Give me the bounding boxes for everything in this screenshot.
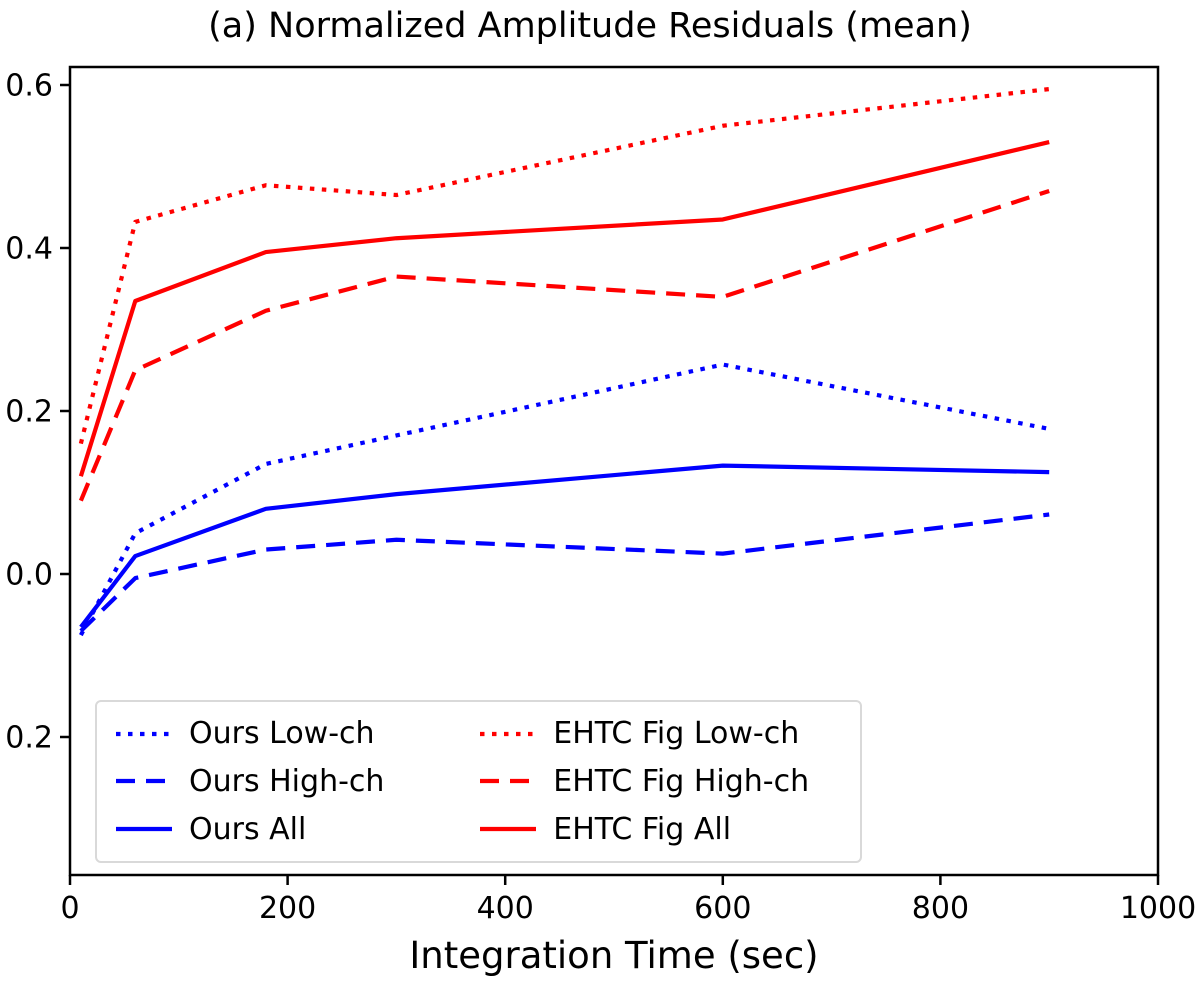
legend-label: EHTC Fig Low-ch bbox=[553, 716, 800, 752]
x-tick-label: 1000 bbox=[1120, 891, 1196, 926]
series-line-ours-low-ch bbox=[79, 362, 1050, 637]
x-tick-label: 0 bbox=[60, 891, 79, 926]
legend-item: EHTC Fig Low-ch bbox=[479, 716, 842, 751]
series-line-ours-all bbox=[79, 463, 1050, 629]
legend-item: EHTC Fig High-ch bbox=[479, 764, 842, 799]
legend-dashed-line-sample-icon bbox=[480, 779, 537, 784]
x-tick-label: 800 bbox=[912, 891, 969, 926]
legend-item: Ours Low-ch bbox=[115, 716, 417, 751]
series-line-ours-high-ch bbox=[79, 512, 1050, 633]
axes-border bbox=[68, 65, 1160, 877]
series-line-ehtc-fig-all bbox=[78, 140, 1050, 477]
legend-label: EHTC Fig All bbox=[553, 811, 732, 847]
series-line-ehtc-fig-high-ch bbox=[78, 188, 1050, 502]
legend-label: Ours All bbox=[189, 811, 307, 847]
legend-dotted-line-sample-icon bbox=[116, 731, 172, 736]
y-tick-label: 0.6 bbox=[5, 69, 53, 104]
legend-item: EHTC Fig All bbox=[479, 812, 842, 847]
x-tick-label: 600 bbox=[694, 891, 751, 926]
chart-title: (a) Normalized Amplitude Residuals (mean… bbox=[208, 6, 972, 46]
y-tick-label: 0.0 bbox=[5, 558, 53, 593]
x-tick-label: 400 bbox=[477, 891, 534, 926]
legend-item: Ours High-ch bbox=[115, 764, 417, 799]
legend: Ours Low-ch Ours High-ch Ours All EHTC Fig … bbox=[95, 700, 862, 863]
y-tick-label: 0.2 bbox=[5, 721, 53, 756]
legend-label: Ours High-ch bbox=[189, 763, 385, 799]
legend-dashed-line-sample-icon bbox=[116, 779, 172, 784]
x-tick-label: 200 bbox=[259, 891, 316, 926]
legend-label: Ours Low-ch bbox=[189, 716, 375, 752]
legend-dotted-line-sample-icon bbox=[480, 731, 537, 736]
legend-label: EHTC Fig High-ch bbox=[553, 763, 810, 799]
legend-solid-line-sample-icon bbox=[480, 827, 537, 832]
x-axis-label: Integration Time (sec) bbox=[409, 934, 819, 977]
legend-solid-line-sample-icon bbox=[116, 827, 172, 832]
y-tick-label: 0.2 bbox=[5, 395, 53, 430]
legend-item: Ours All bbox=[115, 812, 417, 847]
y-tick-label: 0.4 bbox=[5, 232, 53, 267]
